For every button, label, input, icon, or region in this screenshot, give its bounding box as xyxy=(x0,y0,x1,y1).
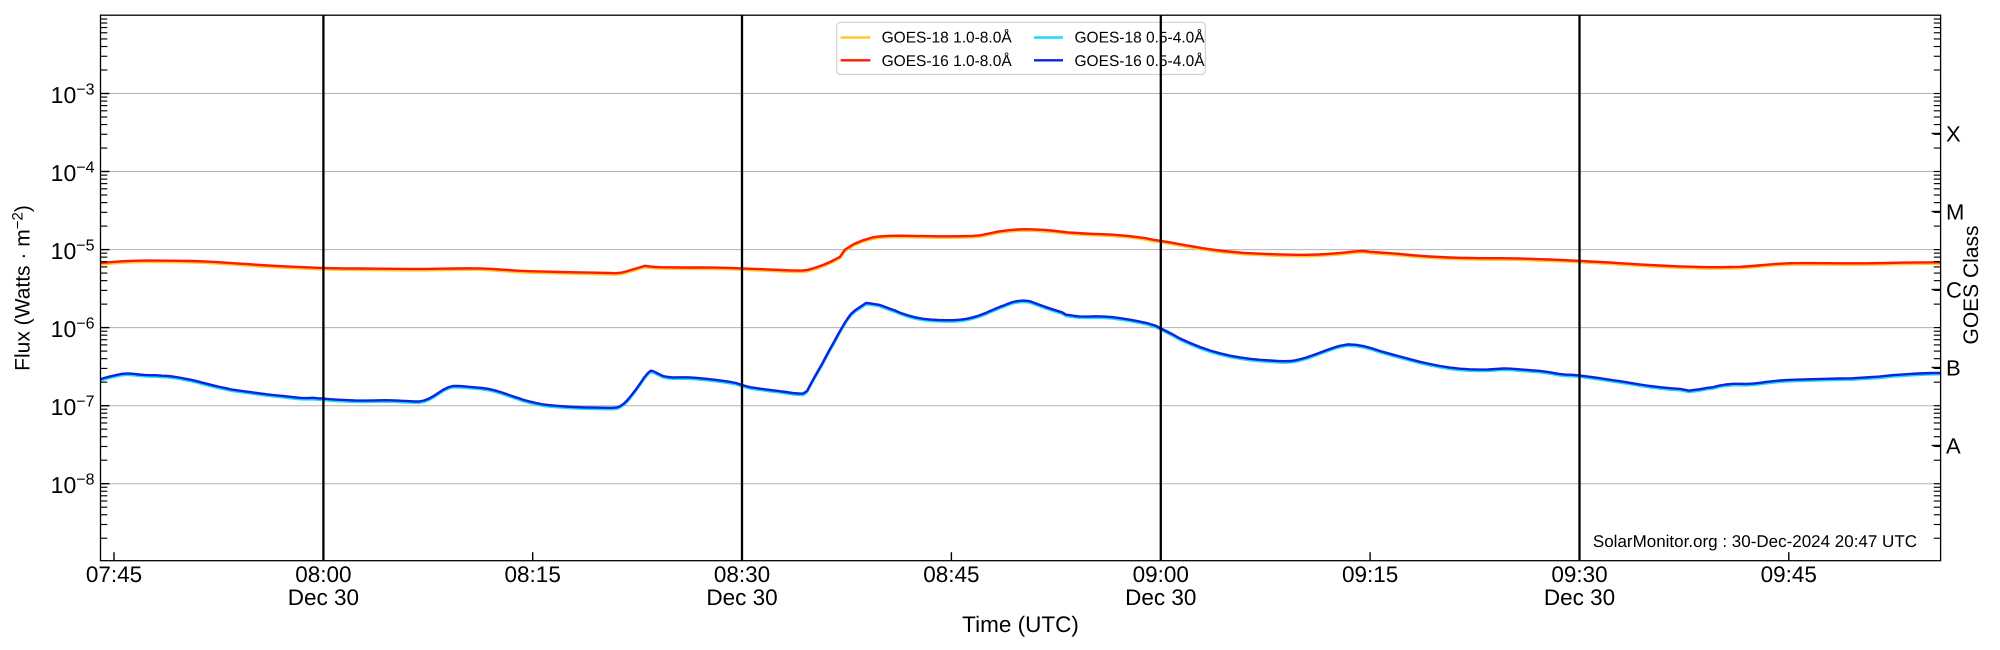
svg-text:09:45: 09:45 xyxy=(1761,562,1817,587)
svg-text:Flux (Watts · m−2): Flux (Watts · m−2) xyxy=(10,205,35,371)
svg-text:GOES Class: GOES Class xyxy=(1960,225,1983,344)
svg-text:Dec 30: Dec 30 xyxy=(288,585,359,610)
svg-text:09:15: 09:15 xyxy=(1342,562,1398,587)
svg-text:08:15: 08:15 xyxy=(505,562,561,587)
svg-text:GOES-16 0.5-4.0Å: GOES-16 0.5-4.0Å xyxy=(1075,52,1206,70)
svg-text:07:45: 07:45 xyxy=(86,562,142,587)
svg-text:C: C xyxy=(1946,278,1962,303)
svg-text:10−3: 10−3 xyxy=(51,81,95,107)
svg-text:SolarMonitor.org : 30-Dec-2024: SolarMonitor.org : 30-Dec-2024 20:47 UTC xyxy=(1593,532,1917,551)
svg-text:X: X xyxy=(1946,122,1961,147)
svg-text:Dec 30: Dec 30 xyxy=(1544,585,1615,610)
svg-text:08:00: 08:00 xyxy=(295,562,351,587)
svg-text:09:00: 09:00 xyxy=(1133,562,1189,587)
svg-text:GOES-18 0.5-4.0Å: GOES-18 0.5-4.0Å xyxy=(1075,29,1206,47)
svg-text:Dec 30: Dec 30 xyxy=(706,585,777,610)
svg-text:09:30: 09:30 xyxy=(1551,562,1607,587)
svg-text:A: A xyxy=(1946,434,1961,459)
svg-text:B: B xyxy=(1946,356,1961,381)
svg-text:GOES-18 1.0-8.0Å: GOES-18 1.0-8.0Å xyxy=(882,29,1013,47)
svg-text:M: M xyxy=(1946,200,1964,225)
svg-text:Time (UTC): Time (UTC) xyxy=(962,612,1079,637)
svg-text:08:30: 08:30 xyxy=(714,562,770,587)
svg-text:GOES-16 1.0-8.0Å: GOES-16 1.0-8.0Å xyxy=(882,52,1013,70)
svg-text:Dec 30: Dec 30 xyxy=(1125,585,1196,610)
svg-text:08:45: 08:45 xyxy=(923,562,979,587)
